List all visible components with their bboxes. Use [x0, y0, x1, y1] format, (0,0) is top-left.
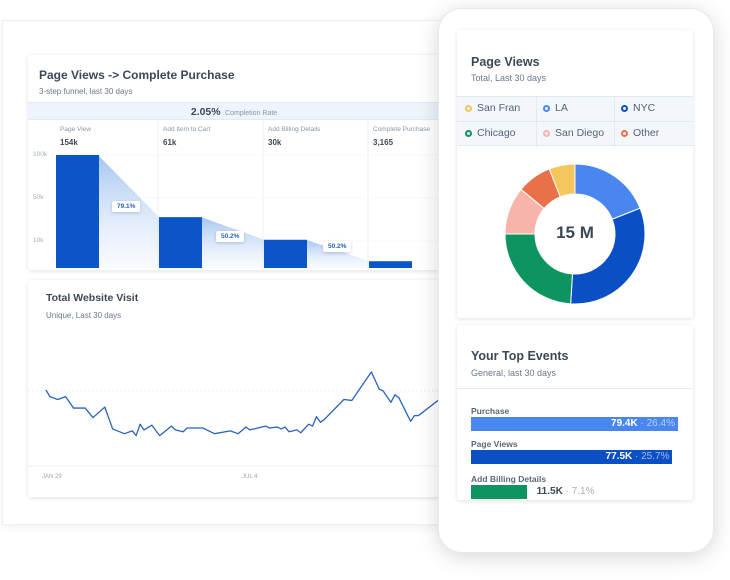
event-percent: 25.7% [641, 451, 670, 462]
legend-item[interactable]: San Fran [465, 102, 520, 114]
funnel-bar[interactable] [264, 239, 307, 268]
funnel-dropoff-area [306, 239, 369, 268]
funnel-step-label: Page View [60, 126, 91, 133]
completion-rate-label: Completion Rate [225, 110, 278, 117]
funnel-step-value: 61k [163, 138, 177, 147]
funnel-step-value: 3,165 [373, 138, 394, 147]
legend-label: Other [633, 127, 660, 139]
x-label: JUL 4 [242, 474, 258, 480]
legend-label: Chicago [477, 127, 516, 139]
funnel-step-label: Add Billing Details [268, 126, 321, 133]
legend-label: LA [555, 102, 568, 114]
y-tick-label: 100k [33, 151, 48, 158]
donut-slice-nyc[interactable] [570, 207, 646, 305]
conversion-rate-badge: 79.1% [112, 201, 141, 212]
website-visit-card: Total Website Visit Unique, Last 30 days… [28, 280, 440, 497]
y-tick-label: 10k [33, 237, 44, 244]
legend-dot-icon [465, 104, 472, 112]
funnel-step-label: Add Item to Cart [163, 126, 211, 133]
visits-subtitle: Unique, Last 30 days [46, 311, 122, 320]
page-views-card: Page Views Total, Last 30 days 15 M San … [457, 30, 693, 318]
event-count: 79.4K [611, 418, 638, 429]
donut-total: 15 M [556, 223, 594, 242]
legend-dot-icon [621, 104, 628, 112]
funnel-subtitle: 3-step funnel, last 30 days [39, 87, 133, 96]
visits-line-chart [28, 371, 440, 467]
funnel-bar[interactable] [56, 155, 99, 268]
top-events-title: Your Top Events [471, 349, 569, 363]
y-tick-label: 50k [33, 194, 44, 201]
legend-item[interactable]: Other [621, 127, 659, 139]
conversion-rate-badge: 50.2% [216, 231, 245, 242]
visits-series-line[interactable] [45, 371, 439, 437]
legend-label: NYC [633, 102, 656, 114]
legend-item[interactable]: Chicago [465, 127, 516, 139]
funnel-bar[interactable] [159, 217, 202, 268]
event-label: Page Views [471, 439, 518, 449]
donut-slice-la[interactable] [574, 163, 641, 220]
legend-item[interactable]: LA [543, 102, 568, 114]
x-label: JAN 29 [42, 474, 62, 480]
funnel-step-label: Complete Purchase [373, 126, 431, 133]
legend-label: San Diego [555, 127, 605, 139]
legend-dot-icon [465, 129, 472, 137]
page-views-title: Page Views [471, 55, 540, 69]
event-count: 11.5K [536, 486, 563, 497]
completion-rate-bar: 2.05% Completion Rate [28, 102, 440, 120]
donut-slice-san-fran[interactable] [548, 163, 576, 198]
top-events-card: Your Top Events General, last 30 days Pu… [457, 325, 693, 500]
event-label: Purchase [471, 406, 510, 416]
funnel-svg [55, 120, 440, 270]
event-bar[interactable] [471, 417, 678, 431]
event-percent: 26.4% [646, 418, 675, 429]
funnel-step-value: 30k [268, 138, 282, 147]
conversion-rate-badge: 50.2% [323, 241, 352, 252]
visits-title: Total Website Visit [46, 292, 139, 304]
donut-slice-chicago[interactable] [504, 233, 574, 305]
completion-rate-value: 2.05% [190, 106, 221, 118]
event-bar[interactable] [471, 450, 673, 464]
event-percent: 7.1% [571, 486, 595, 497]
event-value: 79.4K · 26.4% [611, 418, 675, 429]
legend-dot-icon [543, 129, 550, 137]
legend-item[interactable]: San Diego [543, 127, 604, 139]
legend-dot-icon [621, 129, 628, 137]
funnel-chart: 100k 50k 10k Page View 154k Add Item to Cart 6… [28, 120, 440, 270]
legend-item[interactable]: NYC [621, 102, 655, 114]
donut-chart [504, 163, 646, 305]
event-count: 77.5K [605, 451, 633, 462]
funnel-step-value: 154k [60, 138, 78, 147]
legend-dot-icon [543, 104, 550, 112]
event-value: 11.5K · 7.1% [536, 486, 595, 497]
funnel-card: Page Views -> Complete Purchase 3-step f… [28, 55, 440, 270]
funnel-title: Page Views -> Complete Purchase [39, 68, 235, 82]
legend-grid [457, 96, 693, 147]
event-label: Add Billing Details [471, 474, 547, 484]
funnel-dropoff-area [201, 217, 264, 268]
legend-label: San Fran [477, 102, 521, 114]
funnel-bar[interactable] [369, 261, 412, 268]
top-events-subtitle: General, last 30 days [471, 368, 557, 378]
event-value: 77.5K · 25.7% [605, 451, 670, 462]
event-bar[interactable] [471, 485, 527, 499]
page-views-subtitle: Total, Last 30 days [471, 73, 547, 83]
